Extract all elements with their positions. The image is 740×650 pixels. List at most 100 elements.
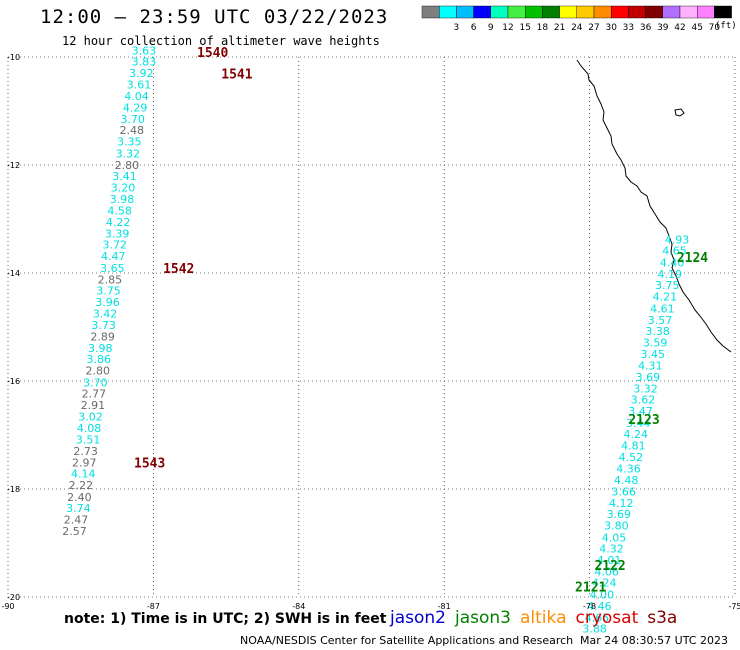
wave-height-value: 4.32 [599, 543, 624, 556]
wave-height-value: 4.08 [77, 422, 102, 435]
wave-height-value: 2.47 [64, 514, 88, 527]
color-swatch [525, 5, 543, 19]
color-swatch-label: 70 [709, 23, 721, 33]
color-swatch [593, 5, 612, 19]
wave-height-value: 2.57 [62, 525, 87, 538]
coastline [576, 59, 732, 353]
lon-tick-label: -87 [147, 602, 160, 611]
wave-height-value: 2.48 [119, 124, 143, 137]
color-swatch-label: 24 [571, 23, 583, 33]
credit-line: NOAA/NESDIS Center for Satellite Applica… [240, 634, 574, 647]
track-1540-1543: 3.633.833.923.614.044.293.702.483.353.32… [62, 44, 156, 538]
wave-height-value: 4.46 [587, 600, 612, 613]
satellite-legend: jason2 jason3 altika cryosat s3a [390, 608, 686, 628]
wave-height-value: 4.47 [101, 250, 126, 263]
wave-height-value: 4.06 [594, 565, 619, 578]
wave-height-value: 3.65 [100, 262, 125, 275]
color-swatch [628, 5, 646, 19]
pass-labels: 1540 1541 1542 1543 2124 2123 2122 2121 [134, 46, 708, 596]
wave-height-value: 3.45 [640, 348, 665, 361]
wave-height-value: 3.66 [611, 485, 636, 498]
wave-height-value: 4.31 [638, 360, 663, 373]
axis-labels: -90 -87 -84 -81 -78 -75 -10 -12 -14 -16 -18 -20 [1, 53, 740, 611]
color-swatch-label: 9 [488, 23, 494, 33]
wave-height-value: 3.32 [116, 147, 141, 160]
wave-height-value: 3.39 [105, 227, 130, 240]
wave-height-value: 3.20 [111, 181, 135, 194]
color-swatch [439, 5, 457, 19]
map-subtitle: 12 hour collection of altimeter wave hei… [62, 34, 380, 48]
wave-height-value: 4.01 [597, 554, 622, 567]
color-swatch [490, 5, 509, 19]
wave-height-value: 3.98 [110, 193, 135, 206]
wave-height-value: 4.58 [107, 205, 131, 218]
pass-number: 2122 [594, 559, 625, 574]
color-swatch-label: 15 [519, 23, 530, 33]
wave-height-value: 4.04 [124, 90, 149, 103]
wave-height-value: 3.57 [648, 314, 673, 327]
wave-height-value: 2.85 [98, 273, 123, 286]
generated-timestamp: Mar 24 08:30:57 UTC 2023 [580, 634, 728, 647]
wave-height-value: 3.69 [636, 371, 661, 384]
color-swatch [456, 5, 474, 19]
wave-height-value: 4.29 [123, 102, 148, 115]
wave-height-value: 4.61 [650, 302, 675, 315]
wave-height-value: 4.22 [106, 216, 131, 229]
wave-height-value: 3.70 [120, 113, 144, 126]
color-swatch [473, 5, 492, 19]
color-swatch-label: 12 [502, 23, 513, 33]
color-swatch-label: 18 [537, 23, 549, 33]
lat-tick-label: -18 [7, 485, 20, 494]
wave-height-value: 4.19 [657, 268, 682, 281]
color-swatch [542, 5, 560, 19]
lat-tick-label: -12 [7, 161, 20, 170]
wave-height-value: 2.73 [73, 445, 98, 458]
color-swatch [679, 5, 698, 19]
wave-height-value: 3.70 [83, 376, 108, 389]
wave-height-value: 4.65 [662, 245, 687, 258]
color-swatch [576, 5, 595, 19]
color-swatch-label: 36 [640, 23, 652, 33]
wave-height-value: 4.24 [592, 577, 617, 590]
wave-height-value: 3.62 [631, 394, 656, 407]
pass-number: 1541 [221, 68, 252, 83]
wave-height-value: 3.80 [604, 520, 629, 533]
wave-height-value: 3.38 [645, 325, 670, 338]
lon-tick-label: -81 [438, 602, 451, 611]
wave-height-value: 3.98 [88, 342, 113, 355]
satellite-altika: altika [520, 608, 567, 628]
wave-height-value: 4.21 [653, 291, 678, 304]
color-swatch-label: 27 [588, 23, 599, 33]
wave-height-value: 2.89 [90, 331, 115, 344]
altimeter-tracks: 3.633.833.923.614.044.293.702.483.353.32… [62, 44, 740, 635]
color-swatch [662, 5, 681, 19]
color-swatch-label: 45 [691, 23, 702, 33]
lon-tick-label: -78 [583, 602, 596, 611]
pass-number: 2123 [628, 413, 659, 428]
wave-height-value: 3.72 [103, 239, 128, 252]
lon-tick-label: -90 [1, 602, 14, 611]
lat-tick-label: -14 [7, 269, 20, 278]
wave-height-value: 4.52 [619, 451, 644, 464]
pass-number: 2124 [677, 251, 708, 266]
wave-height-value: 2.97 [72, 456, 97, 469]
lat-tick-label: -20 [7, 593, 20, 602]
wave-height-value: 2.22 [69, 479, 94, 492]
pass-number: 1542 [163, 262, 194, 277]
color-swatch-label: 30 [605, 23, 617, 33]
island-outline [674, 108, 685, 117]
wave-height-value: 2.80 [115, 159, 140, 172]
color-swatch-label: 33 [623, 23, 634, 33]
wave-height-value: 3.96 [95, 296, 120, 309]
pass-number: 1543 [134, 456, 165, 471]
wave-height-value: 3.42 [93, 307, 118, 320]
color-swatch [421, 5, 440, 19]
wave-height-value: 3.88 [582, 623, 607, 636]
wave-height-value: 2.91 [81, 399, 106, 412]
color-swatch-label: 3 [454, 23, 460, 33]
wave-height-value: 4.05 [602, 531, 627, 544]
color-swatch [714, 5, 732, 19]
wave-height-value: 3.83 [132, 56, 157, 69]
satellite-cryosat: cryosat [575, 608, 639, 628]
